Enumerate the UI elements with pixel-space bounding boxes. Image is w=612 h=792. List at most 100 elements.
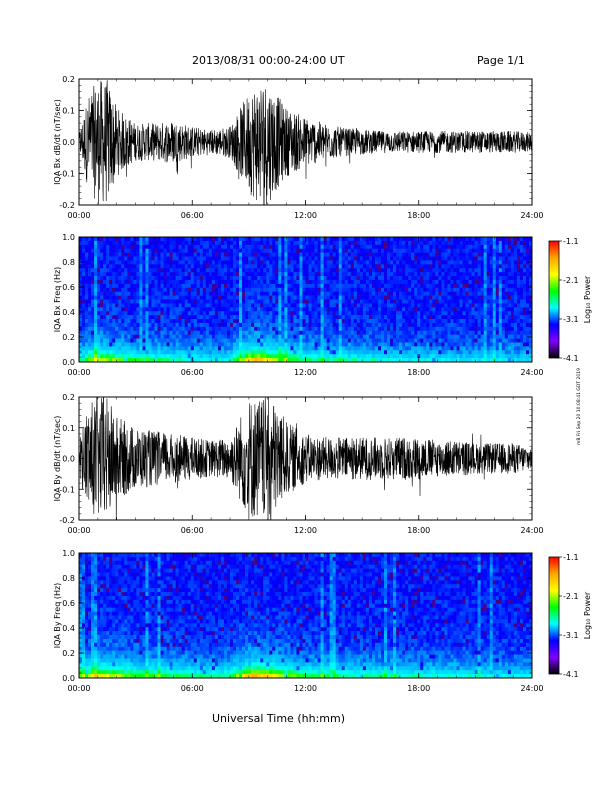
spectrogram-cell — [211, 307, 216, 312]
spectrogram-cell — [175, 326, 179, 332]
spectrogram-cell — [103, 264, 107, 269]
spectrogram-cell — [393, 342, 397, 347]
spectrogram-cell — [245, 303, 249, 308]
spectrogram-cell — [205, 287, 210, 292]
spectrogram-cell — [522, 268, 527, 273]
spectrogram-cell — [233, 237, 237, 242]
spectrogram-cell — [477, 334, 481, 339]
spectrogram-cell — [172, 256, 176, 261]
spectrogram-cell — [420, 358, 424, 363]
spectrogram-cell — [528, 240, 533, 246]
spectrogram-cell — [516, 338, 521, 343]
spectrogram-cell — [462, 237, 466, 242]
spectrogram-cell — [263, 334, 267, 339]
spectrogram-cell — [211, 252, 216, 257]
spectrogram-cell — [341, 334, 346, 339]
spectrogram-cell — [402, 319, 406, 324]
spectrogram-cell — [263, 311, 267, 316]
spectrogram-cell — [133, 330, 137, 335]
spectrogram-cell — [254, 326, 258, 332]
spectrogram-cell — [260, 244, 264, 250]
spectrogram-cell — [175, 291, 179, 296]
spectrogram-cell — [172, 252, 176, 257]
spectrogram-cell — [100, 244, 104, 250]
spectrogram-cell — [393, 303, 397, 308]
spectrogram-cell — [148, 268, 152, 273]
spectrogram-cell — [130, 307, 134, 312]
spectrogram-cell — [320, 350, 324, 355]
spectrogram-cell — [94, 252, 98, 257]
spectrogram-cell — [423, 244, 427, 250]
spectrogram-cell — [157, 315, 161, 320]
spectrogram-cell — [504, 354, 509, 359]
spectrogram-cell — [154, 260, 158, 265]
spectrogram-cell — [172, 350, 176, 355]
spectrogram-cell — [374, 311, 379, 316]
spectrogram-cell — [145, 283, 149, 289]
spectrogram-cell — [522, 237, 527, 242]
spectrogram-cell — [498, 276, 503, 281]
spectrogram-cell — [226, 358, 231, 363]
spectrogram-cell — [492, 287, 497, 292]
spectrogram-cell — [495, 354, 500, 359]
spectrogram-cell — [260, 315, 264, 320]
spectrogram-cell — [474, 338, 478, 343]
spectrogram-cell — [332, 307, 336, 312]
spectrogram-cell — [480, 295, 484, 300]
spectrogram-cell — [411, 350, 415, 355]
spectrogram-cell — [169, 326, 173, 332]
spectrogram-cell — [275, 315, 279, 320]
spectrogram-cell — [356, 350, 361, 355]
spectrogram-cell — [130, 240, 134, 246]
spectrogram-cell — [465, 358, 469, 363]
spectrogram-cell — [435, 311, 439, 316]
spectrogram-cell — [269, 252, 273, 257]
spectrogram-cell — [362, 330, 367, 335]
spectrogram-cell — [528, 358, 533, 363]
spectrogram-cell — [444, 264, 448, 269]
spectrogram-cell — [347, 346, 352, 351]
spectrogram-cell — [423, 291, 427, 296]
spectrogram-cell — [498, 350, 503, 355]
spectrogram-cell — [489, 264, 494, 269]
spectrogram-cell — [450, 326, 454, 332]
spectrogram-cell — [510, 322, 515, 328]
spectrogram-cell — [299, 252, 303, 257]
spectrogram-cell — [371, 354, 376, 359]
spectrogram-cell — [411, 358, 415, 363]
spectrogram-cell — [230, 338, 234, 343]
spectrogram-cell — [124, 283, 128, 289]
spectrogram-cell — [169, 256, 173, 261]
spectrogram-cell — [501, 276, 506, 281]
spectrogram-cell — [356, 264, 361, 269]
spectrogram-cell — [450, 287, 454, 292]
spectrogram-cell — [447, 248, 451, 253]
spectrogram-cell — [79, 252, 83, 257]
spectrogram-cell — [260, 248, 264, 253]
spectrogram-cell — [97, 295, 101, 300]
spectrogram-cell — [504, 283, 509, 289]
spectrogram-cell — [245, 322, 249, 328]
spectrogram-cell — [115, 252, 119, 257]
spectrogram-cell — [103, 307, 107, 312]
spectrogram-cell — [338, 303, 343, 308]
spectrogram-cell — [242, 279, 246, 285]
spectrogram-cell — [236, 272, 240, 277]
spectrogram-cell — [172, 307, 176, 312]
spectrogram-cell — [519, 276, 524, 281]
spectrogram-cell — [525, 248, 530, 253]
spectrogram-cell — [399, 338, 403, 343]
spectrogram-cell — [501, 248, 506, 253]
spectrogram-cell — [217, 248, 222, 253]
spectrogram-cell — [175, 342, 179, 347]
spectrogram-cell — [344, 240, 349, 246]
spectrogram-cell — [489, 319, 494, 324]
spectrogram-cell — [405, 256, 409, 261]
spectrogram-cell — [233, 268, 237, 273]
spectrogram-cell — [94, 264, 98, 269]
spectrogram-cell — [444, 319, 448, 324]
spectrogram-cell — [480, 346, 484, 351]
spectrogram-cell — [332, 311, 336, 316]
spectrogram-cell — [350, 240, 355, 246]
spectrogram-cell — [94, 326, 98, 332]
